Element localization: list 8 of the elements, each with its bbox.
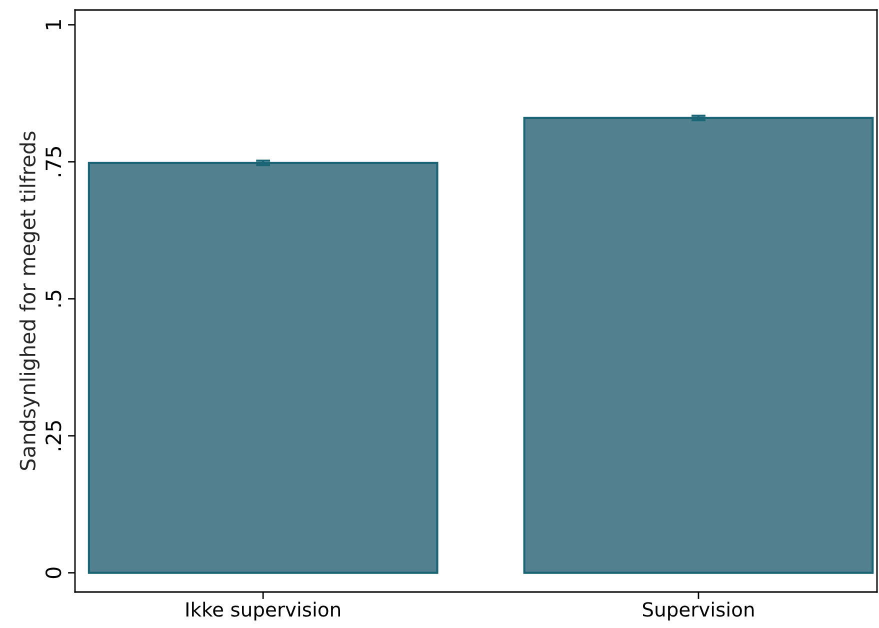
y-axis-title: Sandsynlighed for meget tilfreds [19, 132, 40, 470]
x-tick-label: Ikke supervision [186, 602, 340, 621]
y-tick-label: 0 [45, 568, 62, 578]
y-tick-label: .5 [46, 290, 62, 307]
y-tick-label: .75 [46, 147, 62, 176]
y-tick-label: .25 [45, 421, 62, 450]
y-tick-label: 1 [46, 20, 61, 30]
x-tick-label: Supervision [642, 602, 754, 621]
